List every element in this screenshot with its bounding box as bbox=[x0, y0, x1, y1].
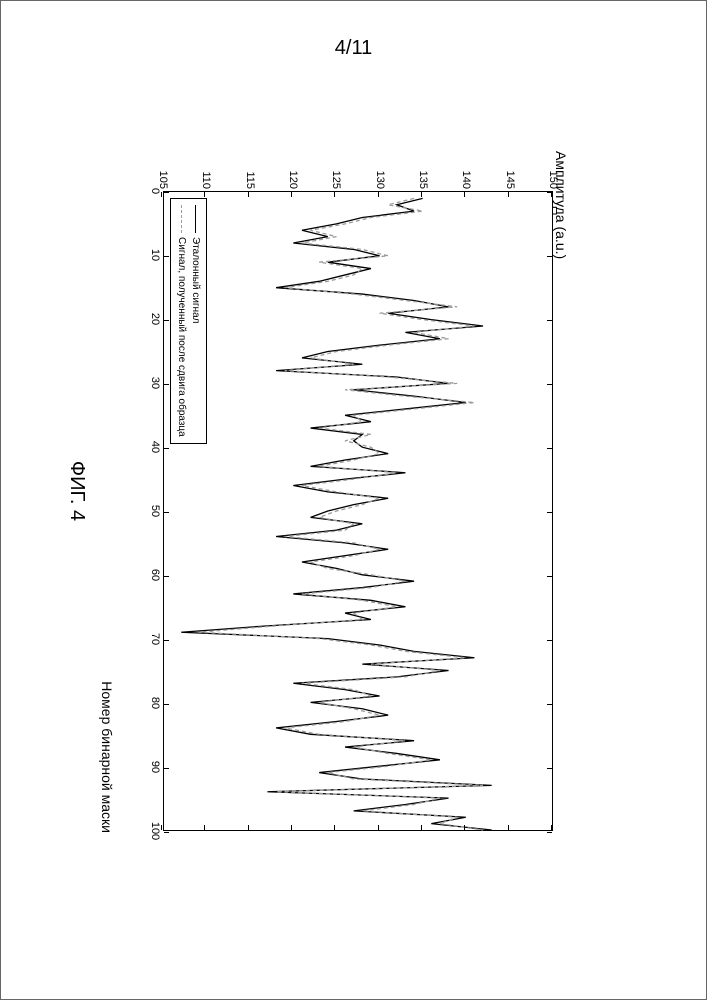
y-tick-label: 120 bbox=[287, 149, 299, 189]
series-reference bbox=[181, 198, 491, 830]
y-tick-label: 135 bbox=[417, 149, 429, 189]
y-tick-label: 110 bbox=[200, 149, 212, 189]
x-tick-label: 10 bbox=[149, 249, 161, 261]
legend-label: Эталонный сигнал bbox=[188, 237, 202, 323]
legend-item-reference: Эталонный сигнал bbox=[188, 205, 202, 437]
y-tick-label: 105 bbox=[157, 149, 169, 189]
x-tick-label: 100 bbox=[149, 822, 161, 840]
x-tick-label: 30 bbox=[149, 377, 161, 389]
series-shifted bbox=[198, 198, 483, 830]
page-number: 4/11 bbox=[1, 37, 706, 60]
y-tick-label: 125 bbox=[330, 149, 342, 189]
y-tick-label: 145 bbox=[503, 149, 515, 189]
figure-4: Амплитуда (a.u.) Эталонный сигнал Сигнал… bbox=[145, 141, 565, 841]
y-tick-label: 130 bbox=[373, 149, 385, 189]
x-tick-label: 40 bbox=[149, 441, 161, 453]
x-tick-label: 90 bbox=[149, 761, 161, 773]
legend-swatch-dashed bbox=[181, 205, 182, 233]
y-tick-label: 150 bbox=[547, 149, 559, 189]
figure-caption: ФИГ. 4 bbox=[65, 141, 88, 841]
x-tick-label: 20 bbox=[149, 313, 161, 325]
x-tick-label: 70 bbox=[149, 633, 161, 645]
line-series bbox=[164, 192, 552, 830]
x-axis-label: Номер бинарной маски bbox=[99, 681, 115, 833]
x-tick-label: 80 bbox=[149, 697, 161, 709]
x-tick-label: 60 bbox=[149, 569, 161, 581]
page: 4/11 Амплитуда (a.u.) Эталонный сигнал С… bbox=[0, 0, 707, 1000]
legend: Эталонный сигнал Сигнал, полученный посл… bbox=[170, 198, 207, 444]
x-tick-label: 0 bbox=[149, 188, 161, 194]
y-tick-label: 115 bbox=[243, 149, 255, 189]
x-tick-label: 50 bbox=[149, 505, 161, 517]
legend-swatch-solid bbox=[194, 205, 195, 233]
y-tick-label: 140 bbox=[460, 149, 472, 189]
legend-item-shifted: Сигнал, полученный после сдвига образца bbox=[175, 205, 189, 437]
plot-area: Эталонный сигнал Сигнал, полученный посл… bbox=[163, 191, 553, 831]
legend-label: Сигнал, полученный после сдвига образца bbox=[175, 237, 189, 437]
